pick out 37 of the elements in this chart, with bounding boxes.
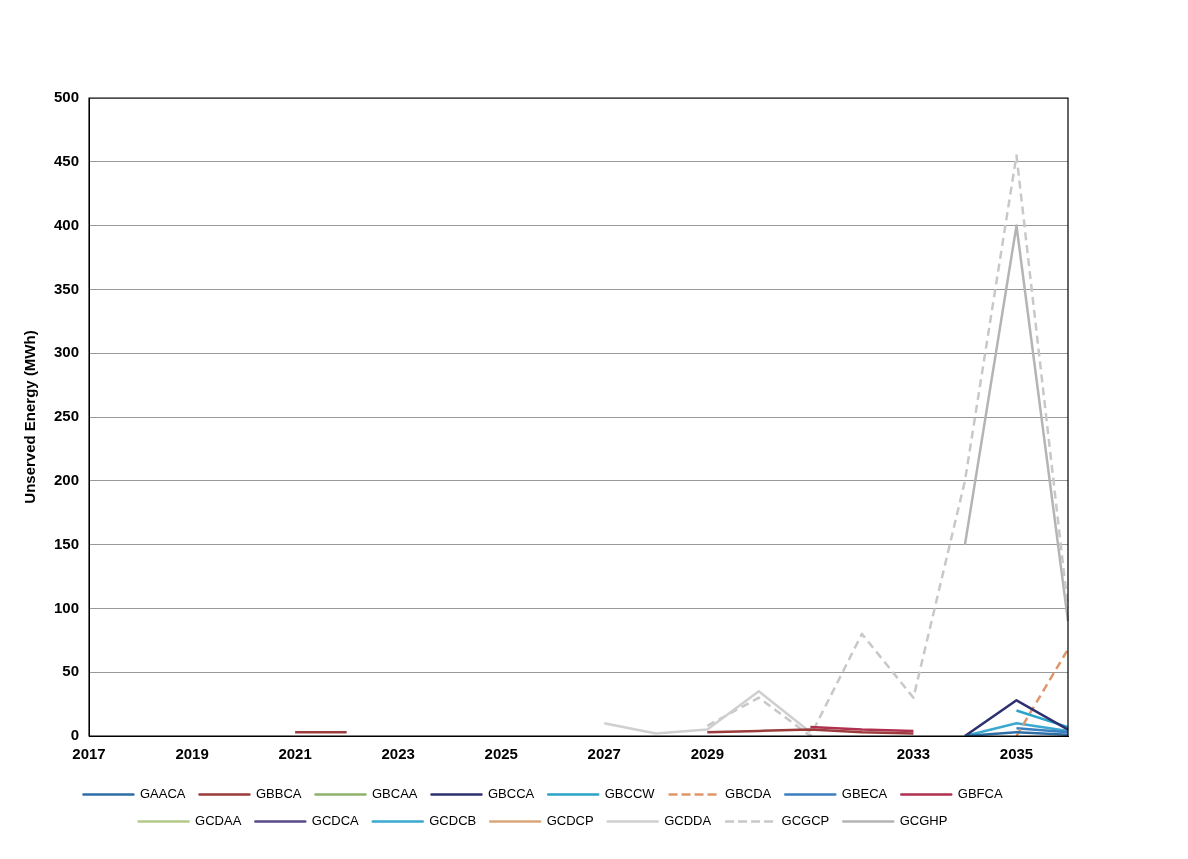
y-tick-label: 450 — [54, 151, 80, 169]
x-tick-label: 2023 — [381, 745, 415, 763]
legend-label: GBCAA — [371, 786, 418, 802]
legend-label: GAACA — [139, 786, 186, 802]
y-axis-title: Unserved Energy (MWh) — [21, 330, 39, 504]
y-tick-label: 300 — [54, 343, 80, 361]
x-tick-label: 2027 — [587, 745, 621, 763]
x-tick-label: 2021 — [278, 745, 312, 763]
legend-label: GBECA — [841, 786, 888, 802]
x-tick-label: 2033 — [896, 745, 931, 763]
legend-label: GBCDA — [725, 786, 772, 802]
x-tick-label: 2017 — [72, 745, 106, 763]
legend-label: GCDCB — [429, 813, 477, 829]
y-tick-label: 400 — [54, 215, 80, 233]
y-tick-label: 350 — [54, 279, 80, 297]
y-tick-label: 0 — [70, 726, 80, 744]
legend-label: GCGHP — [899, 813, 948, 829]
x-tick-label: 2031 — [793, 745, 828, 763]
legend-label: GCDAA — [195, 813, 242, 829]
y-tick-label: 150 — [54, 534, 80, 552]
y-tick-label: 500 — [54, 88, 80, 106]
x-tick-label: 2025 — [484, 745, 518, 763]
y-tick-label: 200 — [54, 470, 80, 488]
x-tick-label: 2019 — [175, 745, 209, 763]
legend-label: GCDDA — [664, 813, 712, 829]
legend-label: GBFCA — [957, 786, 1003, 802]
legend-label: GBCCA — [487, 786, 535, 802]
legend-label: GBCCW — [604, 786, 656, 802]
legend-label: GCDCA — [311, 813, 360, 829]
y-tick-label: 50 — [62, 662, 80, 680]
x-tick-label: 2035 — [999, 745, 1034, 763]
legend-label: GCDCP — [546, 813, 594, 829]
y-tick-label: 250 — [54, 407, 80, 425]
legend-label: GCGCP — [781, 813, 830, 829]
legend-label: GBBCA — [255, 786, 302, 802]
x-tick-label: 2029 — [690, 745, 725, 763]
y-tick-label: 100 — [54, 598, 80, 616]
